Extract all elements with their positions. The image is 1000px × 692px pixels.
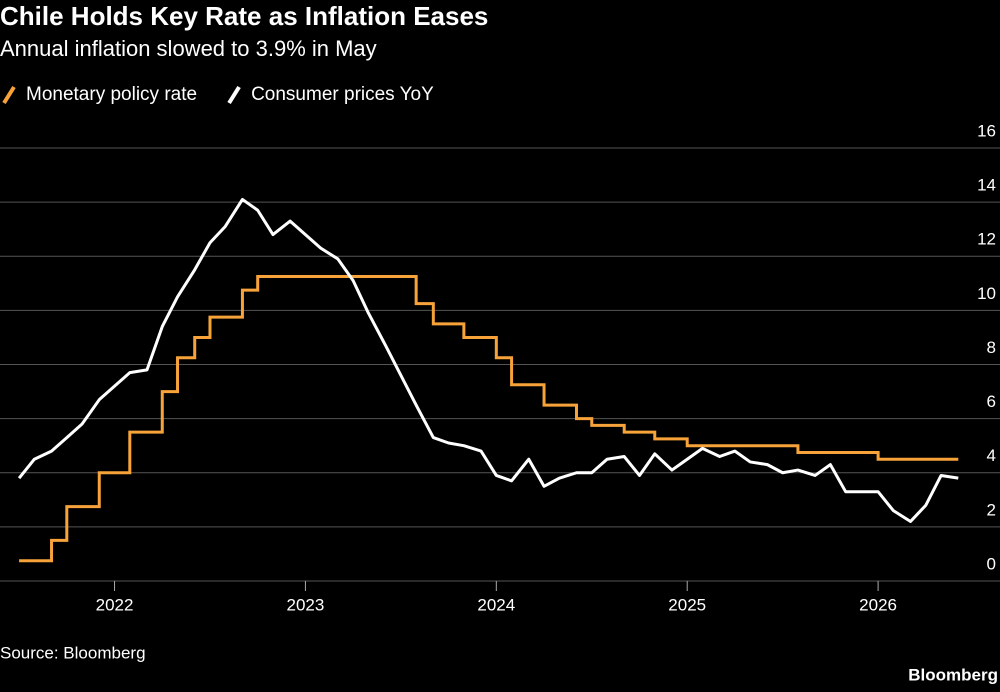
chart-title: Chile Holds Key Rate as Inflation Eases	[0, 1, 488, 31]
y-tick-label: 4	[987, 446, 996, 465]
y-tick-label: 12	[977, 230, 996, 249]
brand: Bloomberg	[908, 665, 998, 684]
legend-label: Monetary policy rate	[26, 84, 197, 105]
y-tick-label: 16	[977, 121, 996, 140]
chart-subtitle: Annual inflation slowed to 3.9% in May	[0, 36, 377, 61]
y-tick-label: 2	[987, 500, 996, 519]
x-tick-label: 2025	[668, 595, 706, 614]
y-tick-label: 10	[977, 284, 996, 303]
series-line	[19, 275, 959, 563]
x-tick-label: 2026	[859, 595, 897, 614]
y-tick-label: 0	[987, 554, 996, 573]
legend-swatch	[2, 85, 16, 105]
x-tick-label: 2022	[96, 595, 134, 614]
legend-label: Consumer prices YoY	[251, 84, 434, 105]
y-tick-label: 6	[987, 392, 996, 411]
series-line	[17, 197, 959, 523]
y-tick-label: 14	[977, 176, 996, 195]
y-tick-label: 8	[987, 338, 996, 357]
x-tick-label: 2024	[477, 595, 515, 614]
source: Source: Bloomberg	[0, 643, 146, 662]
legend-swatch	[227, 85, 241, 105]
x-tick-label: 2023	[287, 595, 325, 614]
